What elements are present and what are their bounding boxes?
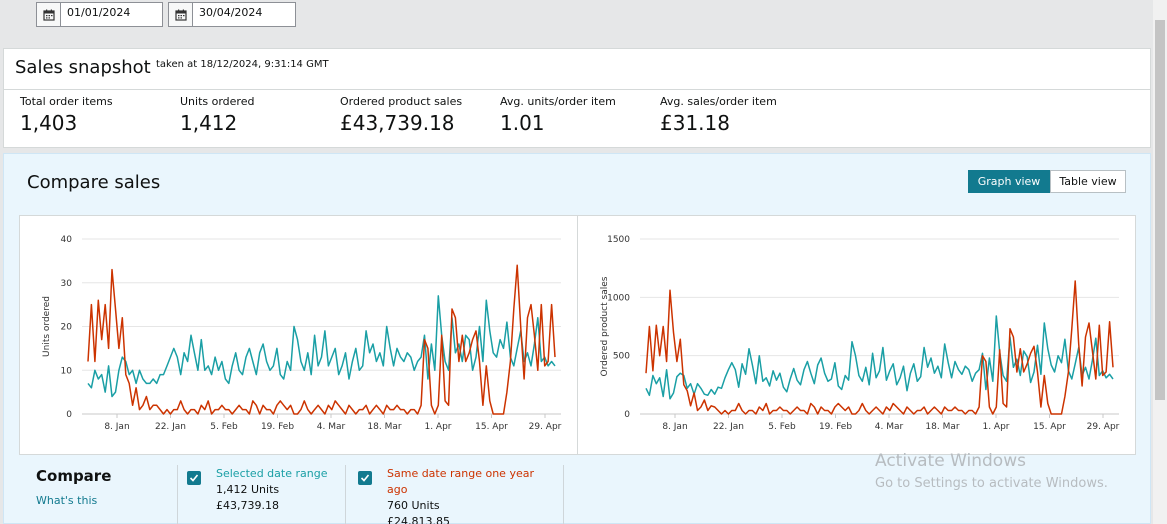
y-axis-label: Ordered product sales <box>600 276 610 376</box>
previous-year-title-line1: Same date range one year <box>387 467 534 480</box>
check-icon <box>360 474 370 482</box>
graph-view-button[interactable]: Graph view <box>968 170 1050 193</box>
sales-snapshot-panel: Sales snapshot taken at 18/12/2024, 9:31… <box>3 48 1151 148</box>
metric-value: £43,739.18 <box>340 111 455 135</box>
x-tick-label: 18. Mar <box>367 422 401 432</box>
x-tick-label: 29. Apr <box>1087 422 1120 432</box>
calendar-icon[interactable] <box>37 3 61 26</box>
compare-section: Compare What's this <box>36 467 111 507</box>
y-tick-label: 10 <box>61 366 73 376</box>
x-tick-label: 22. Jan <box>155 422 186 432</box>
series-line-selected-range <box>645 315 1114 400</box>
previous-year-units: 760 Units <box>387 499 440 512</box>
snapshot-title: Sales snapshot <box>15 57 151 78</box>
watermark-line2: Go to Settings to activate Windows. <box>875 476 1108 491</box>
x-tick-label: 4. Mar <box>317 422 346 432</box>
x-tick-label: 4. Mar <box>875 422 904 432</box>
end-date-input[interactable] <box>199 6 289 19</box>
x-tick-label: 19. Feb <box>819 422 852 432</box>
metric-value: 1.01 <box>500 111 545 135</box>
y-tick-label: 0 <box>66 410 72 420</box>
metric-label: Total order items <box>20 95 113 108</box>
vertical-scrollbar[interactable] <box>1153 0 1167 524</box>
checkbox-selected-range[interactable] <box>187 471 201 485</box>
metric-avg-units-per-order-item: Avg. units/order item 1.01 <box>500 95 616 135</box>
calendar-icon[interactable] <box>169 3 193 26</box>
divider <box>177 465 178 524</box>
product-sales-chart: 0 500 1000 1500 Ordered product sales 8. Jan 2… <box>600 235 1120 432</box>
previous-year-title-line2: ago <box>387 483 408 496</box>
product-sales-chart-panel: 0 500 1000 1500 Ordered product sales 8. Jan 2… <box>577 215 1136 455</box>
x-tick-label: 5. Feb <box>768 422 796 432</box>
y-tick-label: 40 <box>61 235 73 245</box>
selected-range-title: Selected date range <box>216 467 328 480</box>
activate-windows-watermark: Activate Windows Go to Settings to activ… <box>875 451 1108 491</box>
x-tick-label: 29. Apr <box>529 422 562 432</box>
scrollbar-thumb[interactable] <box>1155 20 1165 400</box>
y-tick-label: 1000 <box>607 293 630 303</box>
x-tick-label: 5. Feb <box>210 422 238 432</box>
previous-year-sales: £24,813.85 <box>387 515 450 524</box>
snapshot-header: Sales snapshot taken at 18/12/2024, 9:31… <box>4 49 1150 90</box>
date-range-bar <box>0 0 1152 44</box>
table-view-button[interactable]: Table view <box>1050 170 1126 193</box>
divider <box>345 465 346 524</box>
y-tick-label: 20 <box>61 323 73 333</box>
compare-sales-panel: Compare sales Graph view Table view 0 10 2… <box>3 153 1151 524</box>
x-tick-label: 18. Mar <box>925 422 959 432</box>
y-axis-label: Units ordered <box>42 296 52 357</box>
units-ordered-chart: 0 10 20 30 40 Units ordered 8. Jan 22. Jan 5. Fe… <box>42 235 562 432</box>
divider <box>563 465 564 524</box>
x-tick-label: 22. Jan <box>713 422 744 432</box>
watermark-line1: Activate Windows <box>875 451 1026 471</box>
snapshot-timestamp: taken at 18/12/2024, 9:31:14 GMT <box>156 59 329 70</box>
metric-ordered-product-sales: Ordered product sales £43,739.18 <box>340 95 462 135</box>
x-tick-label: 15. Apr <box>1033 422 1066 432</box>
x-tick-label: 1. Apr <box>982 422 1009 432</box>
y-tick-label: 500 <box>613 352 630 362</box>
metric-label: Avg. units/order item <box>500 95 616 108</box>
x-tick-label: 1. Apr <box>424 422 451 432</box>
x-tick-label: 15. Apr <box>475 422 508 432</box>
metric-value: 1,403 <box>20 111 78 135</box>
metric-label: Units ordered <box>180 95 255 108</box>
metric-units-ordered: Units ordered 1,412 <box>180 95 254 135</box>
units-ordered-chart-panel: 0 10 20 30 40 Units ordered 8. Jan 22. Jan 5. Fe… <box>19 215 578 455</box>
check-icon <box>189 474 199 482</box>
metric-total-order-items: Total order items 1,403 <box>20 95 113 135</box>
end-date-field[interactable] <box>168 2 296 27</box>
compare-label: Compare <box>36 467 112 485</box>
x-tick-label: 8. Jan <box>662 422 687 432</box>
compare-sales-title: Compare sales <box>27 172 161 193</box>
series-line-previous-year <box>645 280 1114 415</box>
metric-label: Ordered product sales <box>340 95 463 108</box>
metric-label: Avg. sales/order item <box>660 95 777 108</box>
metric-value: 1,412 <box>180 111 238 135</box>
checkbox-previous-year[interactable] <box>358 471 372 485</box>
metric-avg-sales-per-order-item: Avg. sales/order item £31.18 <box>660 95 777 135</box>
metric-value: £31.18 <box>660 111 730 135</box>
start-date-field[interactable] <box>36 2 163 27</box>
whats-this-link[interactable]: What's this <box>36 494 98 507</box>
y-tick-label: 1500 <box>607 235 630 245</box>
y-tick-label: 30 <box>61 279 73 289</box>
y-tick-label: 0 <box>624 410 630 420</box>
x-tick-label: 19. Feb <box>261 422 294 432</box>
selected-range-units: 1,412 Units <box>216 483 280 496</box>
series-line-previous-year <box>87 264 556 415</box>
start-date-input[interactable] <box>67 6 157 19</box>
x-tick-label: 8. Jan <box>104 422 129 432</box>
selected-range-sales: £43,739.18 <box>216 499 279 512</box>
